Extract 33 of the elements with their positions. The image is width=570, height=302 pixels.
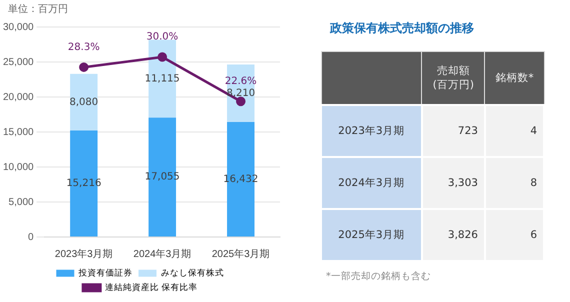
data-label: 30.0%	[146, 32, 178, 43]
category-label: 2024年3月期	[321, 157, 422, 209]
y-tick-label: 15,000	[2, 126, 34, 138]
x-tick-label: 2025年3月期	[212, 248, 270, 260]
data-label: 3,826	[422, 209, 485, 261]
legend-label: みなし保有株式	[160, 268, 224, 278]
y-axis-title: 単位：百万円	[8, 3, 68, 16]
category-label: 2023年3月期	[321, 105, 422, 157]
series-label: 銘柄数*	[484, 52, 544, 105]
text: 政策保有株式売却額の推移	[330, 20, 475, 37]
data-label: 723	[422, 105, 485, 157]
y-tick-label: 10,000	[2, 162, 34, 173]
data-label: 22.6%	[224, 76, 257, 87]
data-label: 11,115	[144, 73, 180, 84]
y-tick-label: 5,000	[8, 196, 34, 208]
legend-label: 連結純資産比 保有比率	[104, 282, 198, 292]
data-label: 4	[484, 105, 544, 157]
x-tick-label: 2023年3月期	[54, 248, 113, 260]
y-tick-label: 0	[28, 232, 34, 243]
data-label: 8,080	[70, 96, 98, 108]
text: *一部売却の銘柄も含む	[326, 270, 432, 283]
data-label: 8	[484, 157, 544, 209]
data-label: 3,303	[422, 157, 485, 209]
y-tick-label: 30,000	[2, 22, 34, 33]
y-tick-label: 25,000	[2, 56, 34, 68]
data-label: 28.3%	[68, 42, 100, 53]
series-label: 売却額 (百万円)	[422, 52, 485, 105]
bar	[70, 74, 98, 130]
legend-label: 投資有価証券	[78, 268, 132, 278]
data-label: 6	[484, 209, 544, 261]
data-label: 8,210	[226, 88, 256, 99]
y-tick-label: 20,000	[2, 92, 34, 103]
x-tick-label: 2024年3月期	[133, 248, 192, 260]
